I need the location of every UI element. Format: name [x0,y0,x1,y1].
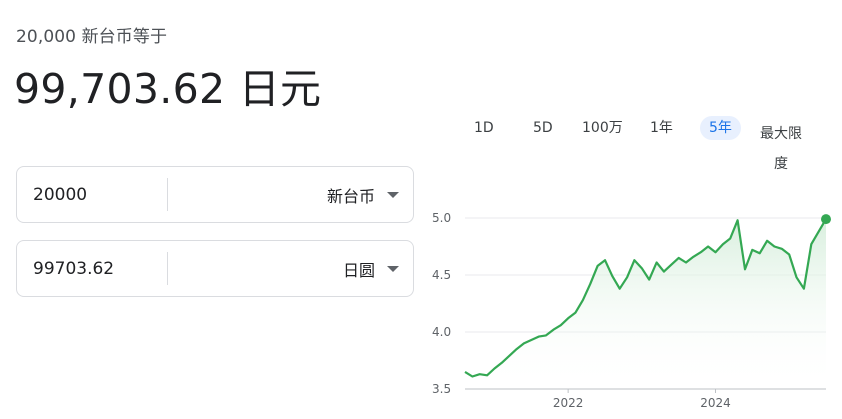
range-tab-1d[interactable]: 1D [474,120,494,136]
from-currency-label: 新台币 [326,186,375,206]
dropdown-arrow-icon [387,265,399,272]
from-currency-row: 新台币 [16,166,414,223]
conversion-result: 99,703.62 日元 [14,65,322,113]
y-tick-label: 3.5 [432,382,451,396]
to-amount-input[interactable] [33,241,163,296]
exchange-rate-chart: 3.5 4.0 4.5 5.0 2022 2024 [432,211,831,410]
to-currency-row: 日圆 [16,240,414,297]
range-tab-5d[interactable]: 5D [533,120,553,136]
y-tick-label: 4.0 [432,325,451,339]
to-currency-select[interactable]: 日圆 [343,241,413,296]
x-tick-label: 2022 [553,396,584,410]
range-tab-1m[interactable]: 100万 [582,120,623,136]
field-divider [167,178,168,211]
current-rate-dot [821,214,831,225]
x-tick-label: 2024 [700,396,731,410]
rate-area-fill [465,219,826,389]
range-tab-1y[interactable]: 1年 [650,120,673,136]
conversion-equation: 20,000 新台币等于 [16,27,168,47]
rate-series-line [464,218,827,378]
range-tab-5y[interactable]: 5年 [700,116,741,140]
from-amount-input[interactable] [33,167,163,222]
from-currency-select[interactable]: 新台币 [327,167,413,222]
dropdown-arrow-icon [387,191,399,198]
field-divider [167,252,168,285]
y-tick-label: 4.5 [432,268,451,282]
chart-range-tabs: 1D 5D 100万 1年 5年 最大限度 [0,0,842,172]
y-tick-label: 5.0 [432,211,451,225]
range-tab-max[interactable]: 最大限度 [760,126,802,172]
to-currency-label: 日圆 [342,260,375,280]
